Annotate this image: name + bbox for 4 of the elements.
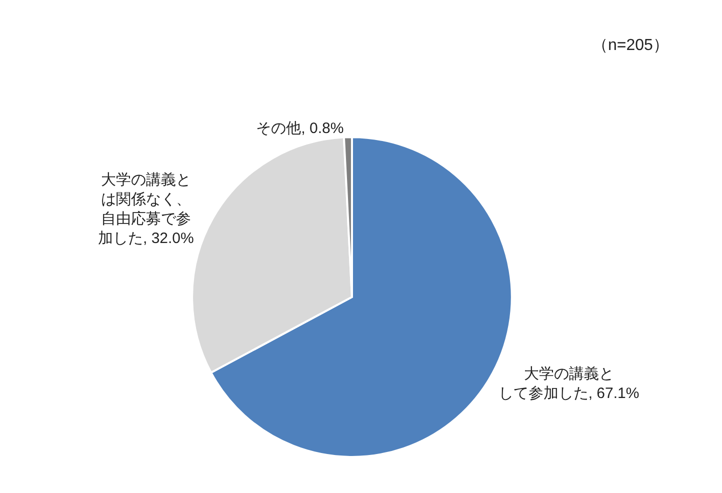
slice-label: その他, 0.8% (256, 120, 344, 138)
text: （n=205） (592, 37, 669, 54)
slice-label: 大学の講義として参加した, 67.1% (498, 366, 640, 402)
slice-label: 大学の講義とは関係なく、自由応募で参加した, 32.0% (98, 172, 194, 247)
